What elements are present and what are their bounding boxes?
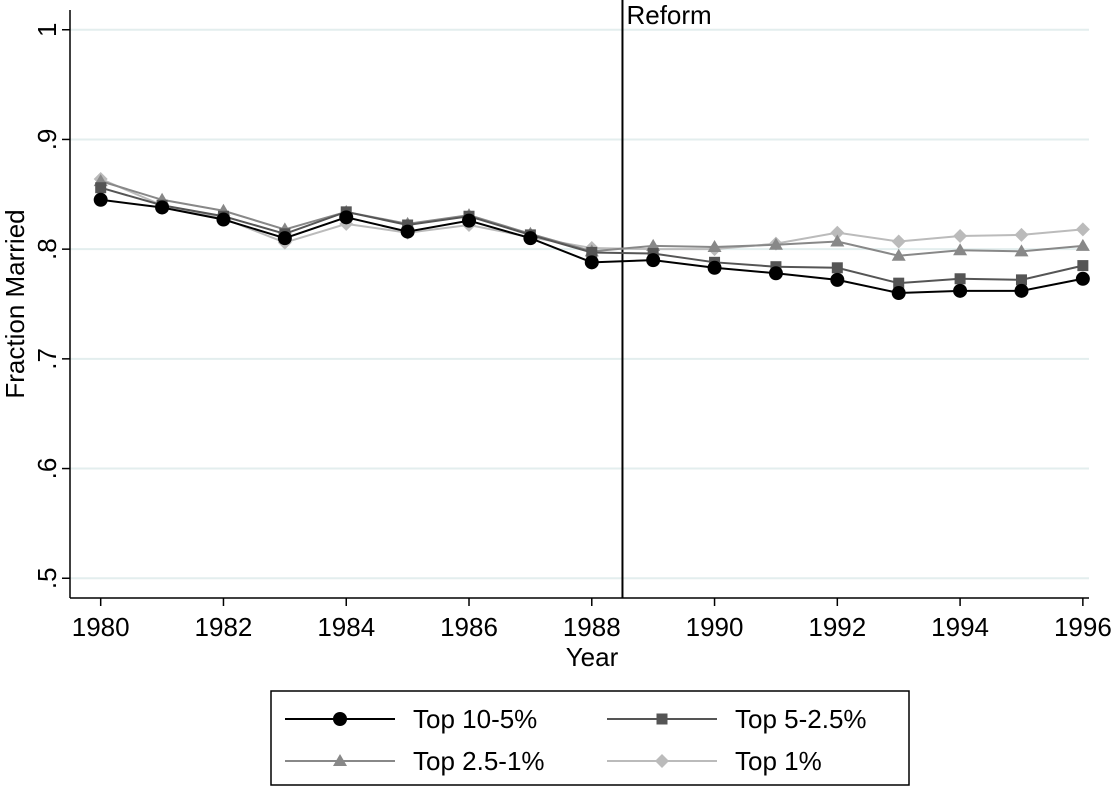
point: [953, 283, 968, 298]
point: [523, 231, 538, 246]
y-axis-label: Fraction Married: [0, 209, 30, 398]
x-tick-label: 1996: [1054, 612, 1112, 642]
point: [1077, 260, 1089, 272]
legend-marker: [333, 754, 347, 766]
point: [462, 213, 477, 228]
legend-marker: [333, 712, 347, 726]
x-tick-label: 1994: [931, 612, 989, 642]
point: [586, 246, 598, 258]
point: [400, 224, 415, 239]
legend-label: Top 2.5-1%: [413, 746, 545, 776]
y-tick-label: .5: [32, 567, 62, 589]
point: [953, 228, 968, 243]
point: [768, 237, 783, 250]
y-tick-label: 1: [32, 23, 62, 37]
point: [584, 255, 599, 270]
point: [893, 277, 905, 289]
x-tick-label: 1986: [440, 612, 498, 642]
point: [646, 253, 661, 268]
legend-box: [270, 690, 910, 786]
x-tick-label: 1992: [808, 612, 866, 642]
point: [830, 234, 845, 247]
point: [277, 231, 292, 246]
point: [707, 260, 722, 275]
legend-label: Top 5-2.5%: [735, 704, 867, 734]
y-tick-label: .8: [32, 238, 62, 260]
x-tick-label: 1982: [195, 612, 253, 642]
legend-label: Top 10-5%: [413, 704, 537, 734]
point: [93, 192, 108, 207]
y-tick-label: .9: [32, 129, 62, 151]
point: [707, 239, 722, 252]
point: [646, 238, 661, 251]
point: [830, 225, 845, 240]
point: [1014, 283, 1029, 298]
point: [831, 262, 843, 274]
point: [1015, 274, 1027, 286]
point: [953, 243, 968, 256]
point: [339, 210, 354, 225]
point: [954, 273, 966, 285]
point: [155, 200, 170, 215]
x-tick-label: 1988: [563, 612, 621, 642]
legend-marker: [656, 713, 668, 725]
point: [1014, 244, 1029, 257]
x-tick-label: 1980: [72, 612, 130, 642]
point: [768, 266, 783, 281]
point: [891, 248, 906, 261]
point: [891, 234, 906, 249]
legend-label: Top 1%: [735, 746, 822, 776]
point: [95, 182, 107, 194]
x-tick-label: 1990: [686, 612, 744, 642]
point: [216, 212, 231, 227]
x-tick-label: 1984: [317, 612, 375, 642]
x-axis-label: Year: [566, 642, 619, 672]
point: [830, 272, 845, 287]
y-tick-label: .6: [32, 458, 62, 480]
point: [1014, 227, 1029, 242]
legend-marker: [655, 754, 669, 768]
y-tick-label: .7: [32, 348, 62, 370]
point: [1075, 238, 1090, 251]
series-line: [100, 178, 1083, 251]
point: [891, 286, 906, 301]
point: [1075, 271, 1090, 286]
annotation-label: Reform: [626, 0, 711, 30]
point: [1075, 222, 1090, 237]
